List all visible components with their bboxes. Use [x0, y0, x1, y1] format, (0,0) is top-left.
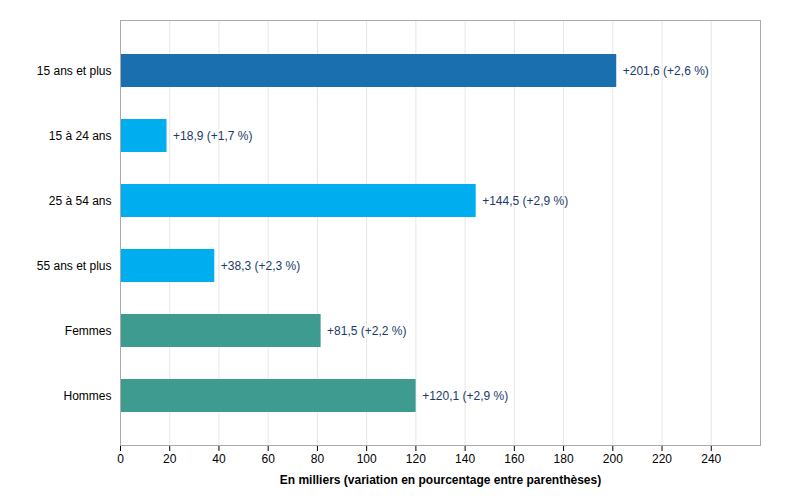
svg-text:100: 100 [357, 452, 377, 466]
svg-text:20: 20 [163, 452, 177, 466]
svg-text:180: 180 [554, 452, 574, 466]
svg-text:+18,9 (+1,7 %): +18,9 (+1,7 %) [173, 129, 252, 143]
svg-text:+201,6 (+2,6 %): +201,6 (+2,6 %) [623, 64, 709, 78]
svg-text:+38,3 (+2,3 %): +38,3 (+2,3 %) [221, 259, 300, 273]
svg-text:160: 160 [504, 452, 524, 466]
svg-text:15 ans et plus: 15 ans et plus [37, 64, 112, 78]
svg-text:15 à 24 ans: 15 à 24 ans [49, 129, 112, 143]
svg-text:+120,1 (+2,9 %): +120,1 (+2,9 %) [422, 389, 508, 403]
svg-text:220: 220 [652, 452, 672, 466]
svg-text:40: 40 [212, 452, 226, 466]
svg-text:En milliers (variation en pour: En milliers (variation en pourcentage en… [280, 473, 601, 487]
svg-text:60: 60 [262, 452, 276, 466]
svg-text:Hommes: Hommes [63, 389, 111, 403]
svg-text:200: 200 [603, 452, 623, 466]
svg-text:Femmes: Femmes [65, 324, 112, 338]
svg-text:25 à 54 ans: 25 à 54 ans [49, 194, 112, 208]
svg-text:+81,5 (+2,2 %): +81,5 (+2,2 %) [327, 324, 406, 338]
svg-text:+144,5 (+2,9 %): +144,5 (+2,9 %) [482, 194, 568, 208]
svg-text:140: 140 [455, 452, 475, 466]
svg-text:120: 120 [406, 452, 426, 466]
svg-text:0: 0 [117, 452, 124, 466]
svg-text:240: 240 [701, 452, 721, 466]
svg-text:80: 80 [311, 452, 325, 466]
svg-text:55 ans et plus: 55 ans et plus [37, 259, 112, 273]
